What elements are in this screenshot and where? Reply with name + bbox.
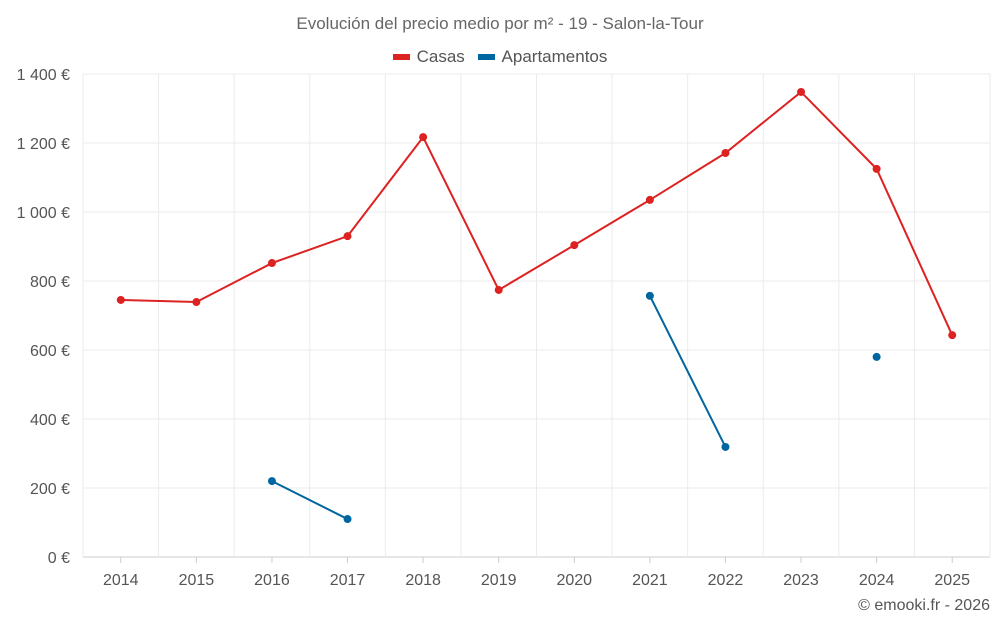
data-point-apartamentos [343, 515, 352, 524]
data-point-apartamentos [267, 477, 276, 486]
data-point-casas [192, 298, 201, 307]
x-tick-label: 2020 [556, 572, 592, 589]
y-tick-label: 1 400 € [17, 67, 70, 84]
legend-label: Apartamentos [501, 47, 608, 66]
y-tick-label: 1 200 € [17, 136, 70, 153]
x-tick-label: 2015 [179, 572, 215, 589]
x-tick-label: 2014 [103, 572, 139, 589]
legend-item-casas[interactable]: Casas [392, 47, 465, 67]
data-point-casas [721, 149, 730, 158]
data-point-apartamentos [872, 352, 881, 361]
chart-title: Evolución del precio medio por m² - 19 -… [296, 14, 704, 33]
data-point-casas [419, 133, 428, 142]
series-line-apartamentos [271, 480, 348, 520]
y-tick-label: 800 € [30, 274, 70, 291]
x-tick-label: 2017 [330, 572, 366, 589]
x-tick-label: 2023 [783, 572, 819, 589]
series-line-apartamentos [648, 295, 727, 448]
data-point-casas [948, 331, 957, 340]
x-tick-label: 2021 [632, 572, 668, 589]
y-tick-label: 600 € [30, 343, 70, 360]
data-point-casas [797, 87, 806, 96]
data-point-casas [645, 195, 654, 204]
legend-item-apartamentos[interactable]: Apartamentos [477, 47, 608, 67]
legend-swatch-casas [392, 54, 410, 60]
x-tick-label: 2025 [934, 572, 970, 589]
legend-swatch-apartamentos [477, 54, 495, 60]
data-point-casas [872, 164, 881, 173]
series-line-casas [120, 90, 954, 336]
credit: © emooki.fr - 2026 [858, 597, 990, 614]
y-tick-label: 200 € [30, 481, 70, 498]
y-tick-label: 0 € [48, 550, 70, 567]
x-tick-label: 2018 [405, 572, 441, 589]
data-point-casas [116, 295, 125, 304]
x-tick-label: 2019 [481, 572, 517, 589]
data-point-casas [267, 259, 276, 268]
data-point-casas [494, 285, 503, 294]
y-tick-label: 400 € [30, 412, 70, 429]
x-tick-label: 2024 [859, 572, 895, 589]
y-tick-label: 1 000 € [17, 205, 70, 222]
legend: Casas Apartamentos [0, 45, 1000, 67]
legend-label: Casas [416, 47, 465, 66]
data-point-casas [570, 241, 579, 250]
data-point-apartamentos [645, 291, 654, 300]
data-point-casas [343, 232, 352, 241]
x-tick-label: 2016 [254, 572, 290, 589]
data-point-apartamentos [721, 442, 730, 451]
x-tick-label: 2022 [708, 572, 744, 589]
